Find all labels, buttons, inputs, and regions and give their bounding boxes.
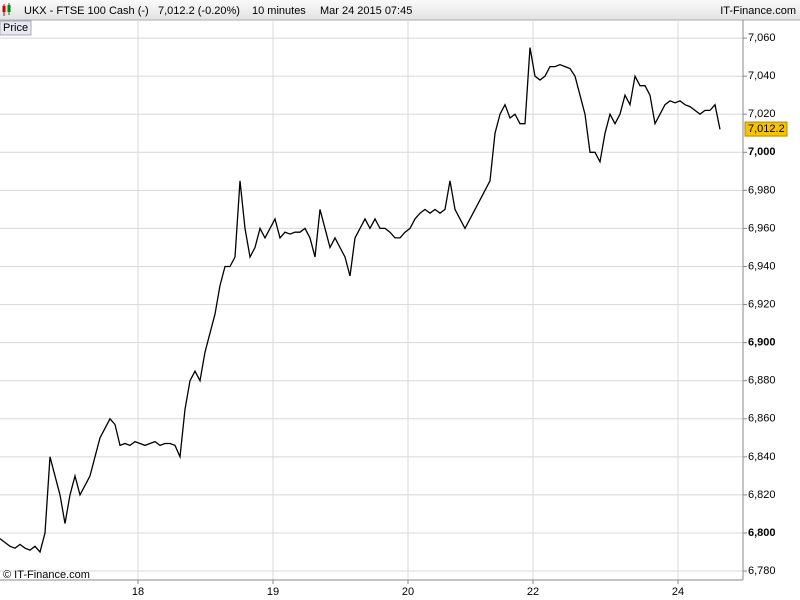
y-tick-label: 6,880 [748, 375, 776, 387]
site: IT-Finance.com [720, 5, 796, 17]
symbol: UKX - FTSE 100 Cash (-) [24, 5, 149, 17]
x-tick-label: 18 [132, 586, 144, 598]
price-line [0, 47, 721, 554]
y-tick-label: 7,000 [748, 146, 776, 158]
y-axis-label: Price [3, 22, 28, 34]
header-bar [0, 0, 800, 20]
y-tick-label: 6,960 [748, 222, 776, 234]
y-tick-label: 6,940 [748, 260, 776, 272]
quote: 7,012.2 (-0.20%) [158, 5, 240, 17]
logo-icon [2, 3, 11, 16]
x-tick-label: 24 [672, 586, 684, 598]
grid [0, 20, 743, 580]
x-tick-label: 20 [402, 586, 414, 598]
y-tick-label: 6,860 [748, 413, 776, 425]
plot [0, 47, 721, 554]
y-tick-label: 6,780 [748, 565, 776, 577]
last-price-label: 7,012.2 [748, 123, 785, 135]
y-tick-label: 6,900 [748, 337, 776, 349]
x-tick-label: 19 [267, 586, 279, 598]
x-tick-label: 22 [527, 586, 539, 598]
interval: 10 minutes [252, 5, 306, 17]
y-tick-label: 6,800 [748, 527, 776, 539]
price-tab [0, 20, 32, 36]
y-tick-label: 7,060 [748, 32, 776, 44]
y-tick-label: 6,920 [748, 298, 776, 310]
y-tick-label: 6,840 [748, 451, 776, 463]
last-price-box [744, 121, 788, 137]
datetime: Mar 24 2015 07:45 [320, 5, 412, 17]
y-tick-label: 7,040 [748, 70, 776, 82]
y-tick-label: 6,980 [748, 184, 776, 196]
y-tick-label: 7,020 [748, 108, 776, 120]
y-tick-label: 6,820 [748, 489, 776, 501]
watermark: © IT-Finance.com [3, 569, 90, 581]
